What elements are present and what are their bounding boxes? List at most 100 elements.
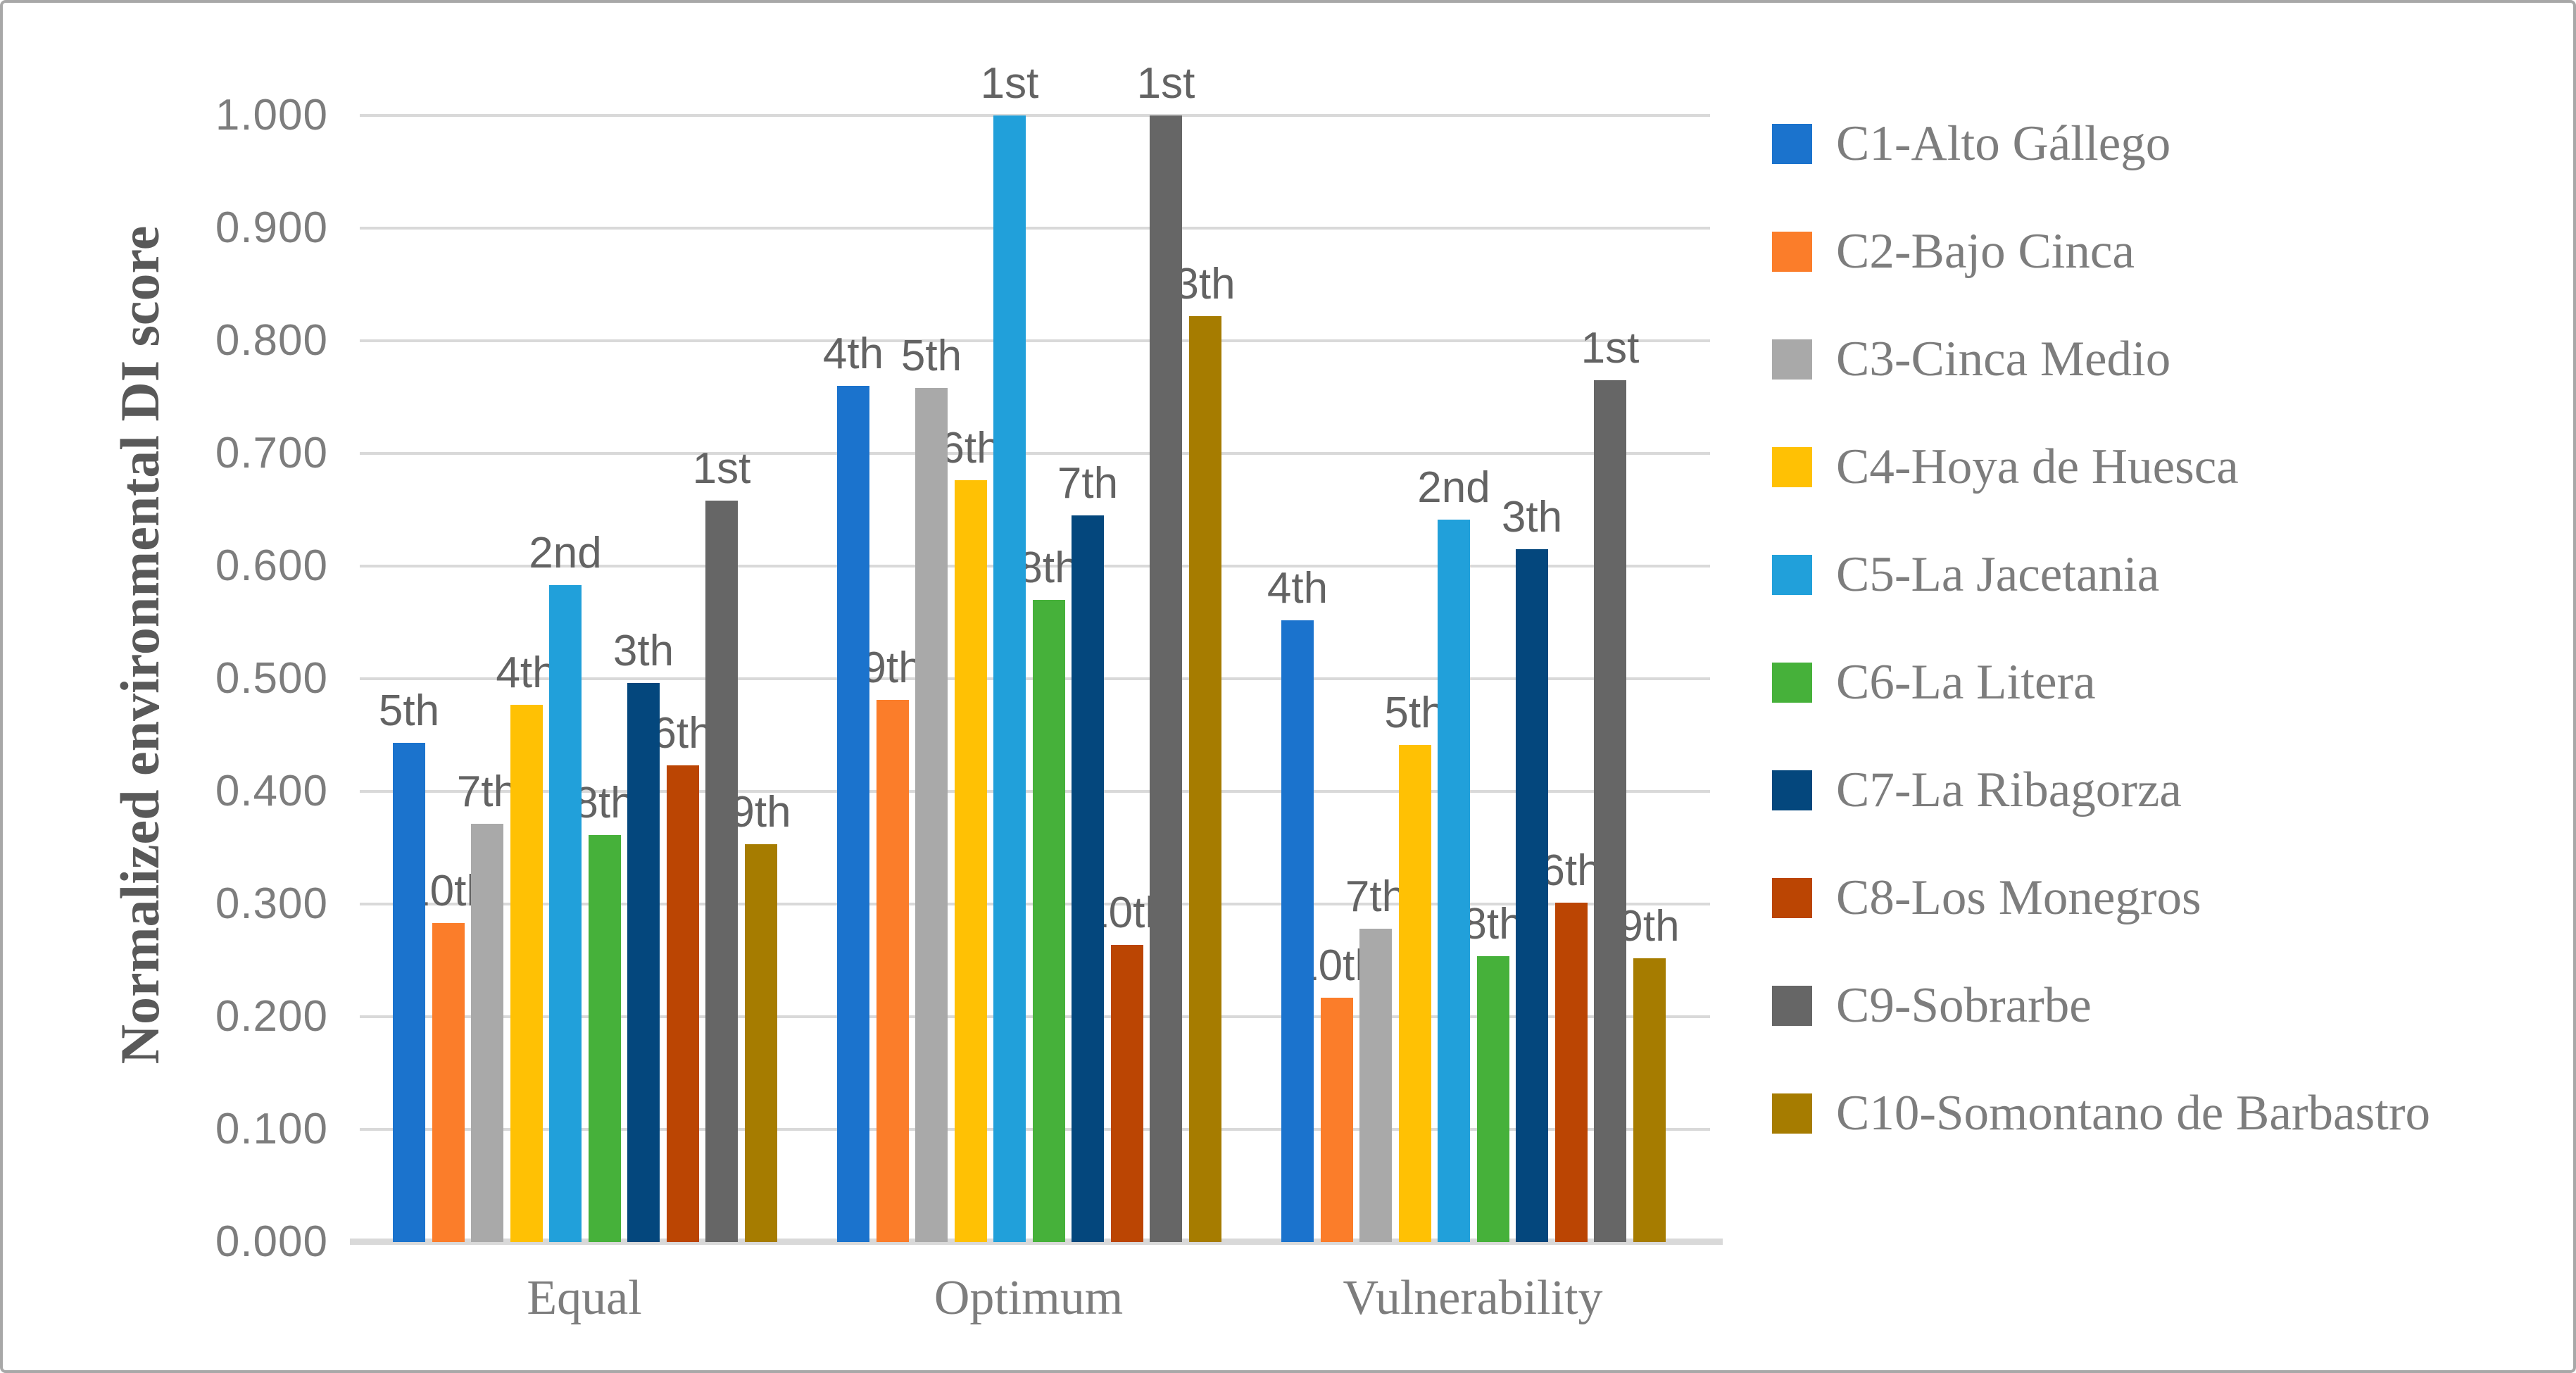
gridline [360,452,1710,455]
y-tick-label: 0.300 [215,879,328,928]
y-tick-label: 0.900 [215,203,328,252]
rank-label-c9-equal: 1st [692,444,751,494]
gridline [360,339,1710,342]
rank-label-c5-optimum: 1st [980,59,1039,108]
rank-label-c1-vulnerability: 4th [1267,563,1328,613]
rank-label-c5-vulnerability: 2nd [1417,463,1490,513]
legend-item-c8: C8-Los Monegros [1772,866,2201,929]
bar-c10-equal [744,844,777,1242]
bar-c4-optimum [954,480,987,1242]
legend-swatch [1772,662,1812,703]
legend-swatch [1772,123,1812,164]
rank-label-c9-vulnerability: 1st [1581,324,1640,372]
bar-c9-equal [705,501,738,1242]
legend-item-c3: C3-Cinca Medio [1772,327,2170,391]
rank-label-c1-equal: 5th [378,686,440,736]
rank-label-c2-optimum: 9th [862,644,923,693]
rank-label-c10-equal: 9th [730,788,791,837]
rank-label-c4-optimum: 6th [940,424,1001,473]
bar-c10-optimum [1188,315,1221,1242]
bar-c6-optimum [1032,600,1065,1242]
bar-c3-vulnerability [1359,929,1392,1242]
category-label-equal: Equal [527,1271,642,1325]
legend-swatch [1772,1093,1812,1134]
bar-c4-vulnerability [1398,745,1431,1242]
legend-item-c6: C6-La Litera [1772,651,2096,714]
bar-c7-vulnerability [1516,549,1548,1242]
bar-c8-optimum [1110,944,1143,1242]
legend-swatch [1772,339,1812,380]
category-label-optimum: Optimum [934,1271,1124,1325]
y-tick-label: 0.200 [215,992,328,1041]
bar-c6-vulnerability [1476,955,1509,1242]
legend-item-c2: C2-Bajo Cinca [1772,220,2135,283]
bar-c2-vulnerability [1320,997,1353,1242]
bar-c5-equal [549,585,582,1242]
rank-label-c8-equal: 6th [652,709,713,758]
legend-item-c7: C7-La Ribagorza [1772,758,2182,822]
rank-label-c7-vulnerability: 3th [1501,493,1563,541]
rank-label-c3-vulnerability: 7th [1345,872,1407,922]
legend-label: C7-La Ribagorza [1836,762,2182,817]
y-tick-label: 0.100 [215,1105,328,1153]
legend-swatch [1772,985,1812,1026]
rank-label-c8-vulnerability: 6th [1540,846,1602,896]
y-tick-label: 0.500 [215,654,328,703]
legend-item-c10: C10-Somontano de Barbastro [1772,1082,2430,1145]
rank-label-c6-vulnerability: 8th [1462,899,1523,948]
bar-c2-equal [432,923,465,1242]
y-tick-label: 1.000 [215,91,328,139]
legend-item-c9: C9-Sobrarbe [1772,974,2092,1037]
plot-area: 5th 10th 7th 4th 2nd 8th 3th 6th 1st 9th 4th 9th 5th… [350,61,1723,1245]
rank-label-c7-optimum: 7th [1057,459,1119,508]
bar-c1-optimum [837,386,869,1242]
rank-label-c3-equal: 7th [456,767,518,817]
legend-label: C2-Bajo Cinca [1836,223,2135,279]
y-tick-label: 0.600 [215,541,328,590]
bar-c8-vulnerability [1554,903,1588,1242]
bar-c7-equal [627,683,660,1242]
bar-c10-vulnerability [1633,958,1666,1242]
legend-item-c5: C5-La Jacetania [1772,543,2159,606]
rank-label-c4-vulnerability: 5th [1384,689,1445,738]
bar-c2-optimum [876,700,909,1242]
bar-c4-equal [510,704,543,1242]
legend-label: C3-Cinca Medio [1836,331,2171,387]
legend-label: C6-La Litera [1836,654,2096,710]
legend-swatch [1772,231,1812,272]
rank-label-c6-equal: 8th [574,779,635,828]
legend-label: C4-Hoya de Huesca [1836,439,2239,494]
rank-label-c5-equal: 2nd [529,529,602,578]
rank-label-c9-optimum: 1st [1136,59,1195,108]
rank-label-c10-optimum: 3th [1174,259,1236,308]
rank-label-c10-vulnerability: 9th [1619,901,1680,951]
bar-c7-optimum [1072,515,1104,1242]
y-tick-label: 0.800 [215,316,328,365]
bar-c5-optimum [993,115,1026,1242]
gridline [360,114,1710,117]
legend-item-c1: C1-Alto Gállego [1772,112,2170,175]
category-label-vulnerability: Vulnerability [1343,1271,1603,1325]
legend-swatch [1772,877,1812,918]
rank-label-c6-optimum: 8th [1018,544,1079,592]
legend-swatch [1772,446,1812,487]
bar-c8-equal [666,765,699,1242]
legend-label: C10-Somontano de Barbastro [1836,1085,2430,1141]
rank-label-c7-equal: 3th [612,627,674,676]
rank-label-c3-optimum: 5th [900,332,962,381]
bar-c9-optimum [1150,115,1182,1242]
y-tick-label: 0.000 [215,1217,328,1266]
bar-c5-vulnerability [1438,520,1470,1242]
bar-c1-equal [393,743,425,1242]
legend-label: C1-Alto Gállego [1836,115,2171,171]
y-tick-label: 0.400 [215,767,328,815]
rank-label-c1-optimum: 4th [822,330,884,378]
legend-swatch [1772,554,1812,595]
y-tick-label: 0.700 [215,429,328,477]
gridline [360,227,1710,230]
legend-label: C5-La Jacetania [1836,546,2160,602]
gridline [360,565,1710,568]
rank-label-c4-equal: 4th [496,648,557,697]
bar-c6-equal [588,835,621,1242]
